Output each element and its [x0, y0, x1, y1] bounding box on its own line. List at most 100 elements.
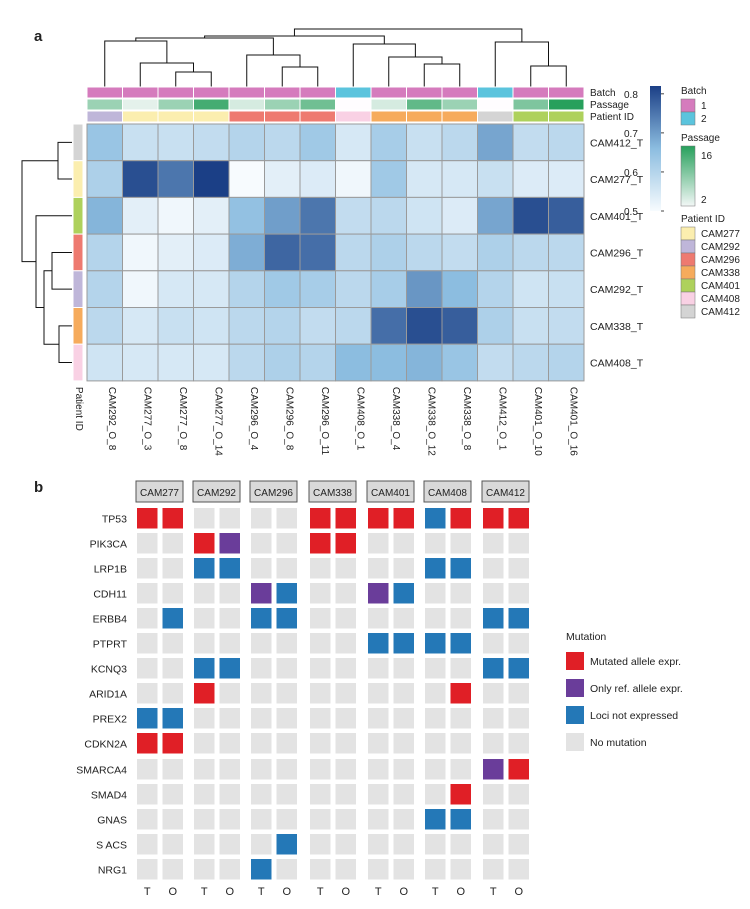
mutation-cell — [508, 784, 529, 805]
mutation-cell — [162, 784, 183, 805]
mutation-cell — [137, 809, 158, 830]
column-label: CAM277_O_3 — [141, 387, 152, 451]
column-label: CAM296_O_8 — [283, 387, 294, 451]
color-scale-tick-label: 0.6 — [624, 168, 638, 179]
mutation-cell — [508, 558, 529, 579]
mutation-cell — [219, 583, 240, 604]
mutation-cell — [335, 733, 356, 754]
mutation-cell — [276, 633, 297, 654]
mutation-cell — [335, 608, 356, 629]
mutation-cell — [219, 784, 240, 805]
mutation-cell — [393, 784, 414, 805]
heatmap-cell — [512, 123, 549, 162]
dendrogram-branch — [35, 215, 72, 308]
mutation-cell — [450, 508, 471, 529]
mutation-cell — [219, 708, 240, 729]
heatmap-cell — [406, 343, 443, 382]
row-label: CAM408_T — [590, 358, 644, 370]
mutation-cell — [251, 633, 272, 654]
legend-label: No mutation — [590, 737, 647, 749]
mutation-cell — [219, 533, 240, 554]
heatmap-cell — [477, 196, 514, 235]
mutation-cell — [162, 708, 183, 729]
heatmap-cell — [228, 196, 265, 235]
mutation-cell — [450, 633, 471, 654]
legend-swatch — [680, 278, 696, 293]
row-dendrogram — [21, 141, 72, 364]
dendrogram-branch — [423, 63, 461, 87]
mutation-cell — [335, 759, 356, 780]
mutation-cell — [162, 508, 183, 529]
passage-gradient-bar — [680, 145, 696, 207]
dendrogram-branch — [494, 41, 549, 87]
patient-header-box — [423, 480, 472, 503]
mutation-cell — [393, 658, 414, 679]
legend-label: 2 — [701, 195, 707, 206]
mutation-cell — [310, 583, 331, 604]
mutation-cell — [137, 558, 158, 579]
mutation-cell — [483, 683, 504, 704]
mutation-cell — [368, 759, 389, 780]
mutation-cell — [368, 809, 389, 830]
batch-annotation-cell — [335, 86, 372, 99]
sample-type-label: O — [514, 886, 523, 898]
gene-label: PIK3CA — [90, 538, 127, 550]
dendrogram-branch — [204, 35, 385, 44]
heatmap-cell — [335, 123, 372, 162]
sample-type-label: T — [144, 886, 151, 898]
row-label: CAM412_T — [590, 137, 644, 149]
passage-annotation-cell — [157, 98, 194, 111]
mutation-cell — [162, 809, 183, 830]
mutation-cell — [194, 784, 215, 805]
dendrogram-branch — [57, 141, 72, 180]
mutation-cell — [194, 508, 215, 529]
mutation-cell — [425, 508, 446, 529]
dendrogram-branch — [51, 251, 72, 290]
gene-label: PREX2 — [93, 713, 128, 725]
mutation-cell — [483, 834, 504, 855]
heatmap-cell — [512, 233, 549, 272]
mutation-cell — [483, 583, 504, 604]
sample-type-label: O — [282, 886, 291, 898]
mutation-cell — [508, 759, 529, 780]
mutation-cell — [425, 809, 446, 830]
batch-annotation-cell — [370, 86, 407, 99]
mutation-cell — [450, 809, 471, 830]
patient-header-label: CAM408 — [428, 488, 467, 499]
heatmap-cell — [157, 196, 194, 235]
heatmap-cell — [122, 270, 159, 308]
color-scale-tick-label: 0.5 — [624, 207, 638, 218]
heatmap-cell — [477, 343, 514, 382]
mutation-cell — [368, 733, 389, 754]
batch-annotation-cell — [299, 86, 336, 99]
annotation-row-label: Patient ID — [590, 112, 634, 123]
heatmap-cell — [548, 196, 585, 235]
heatmap-cell — [370, 270, 407, 308]
mutation-cell — [194, 583, 215, 604]
color-scale-bar — [650, 86, 661, 211]
mutation-cell — [368, 608, 389, 629]
mutation-cell — [162, 533, 183, 554]
mutation-cell — [162, 558, 183, 579]
mutation-cell — [276, 583, 297, 604]
sample-type-label: O — [399, 886, 408, 898]
mutation-cell — [162, 733, 183, 754]
heatmap-cell — [299, 307, 336, 345]
mutation-cell — [251, 834, 272, 855]
mutation-cell — [194, 608, 215, 629]
mutation-cell — [393, 834, 414, 855]
mutation-cell — [368, 859, 389, 880]
heatmap-cell — [299, 270, 336, 308]
heatmap-cell — [477, 307, 514, 345]
mutation-cell — [393, 633, 414, 654]
mutation-cell — [425, 533, 446, 554]
mutation-cell — [162, 633, 183, 654]
heatmap-cell — [193, 196, 230, 235]
legend-title: Batch — [681, 86, 707, 97]
heatmap-cell — [157, 307, 194, 345]
mutation-cell — [425, 558, 446, 579]
mutation-cell — [483, 633, 504, 654]
heatmap-cell — [122, 307, 159, 345]
heatmap-cell — [122, 233, 159, 272]
mutation-cell — [162, 759, 183, 780]
